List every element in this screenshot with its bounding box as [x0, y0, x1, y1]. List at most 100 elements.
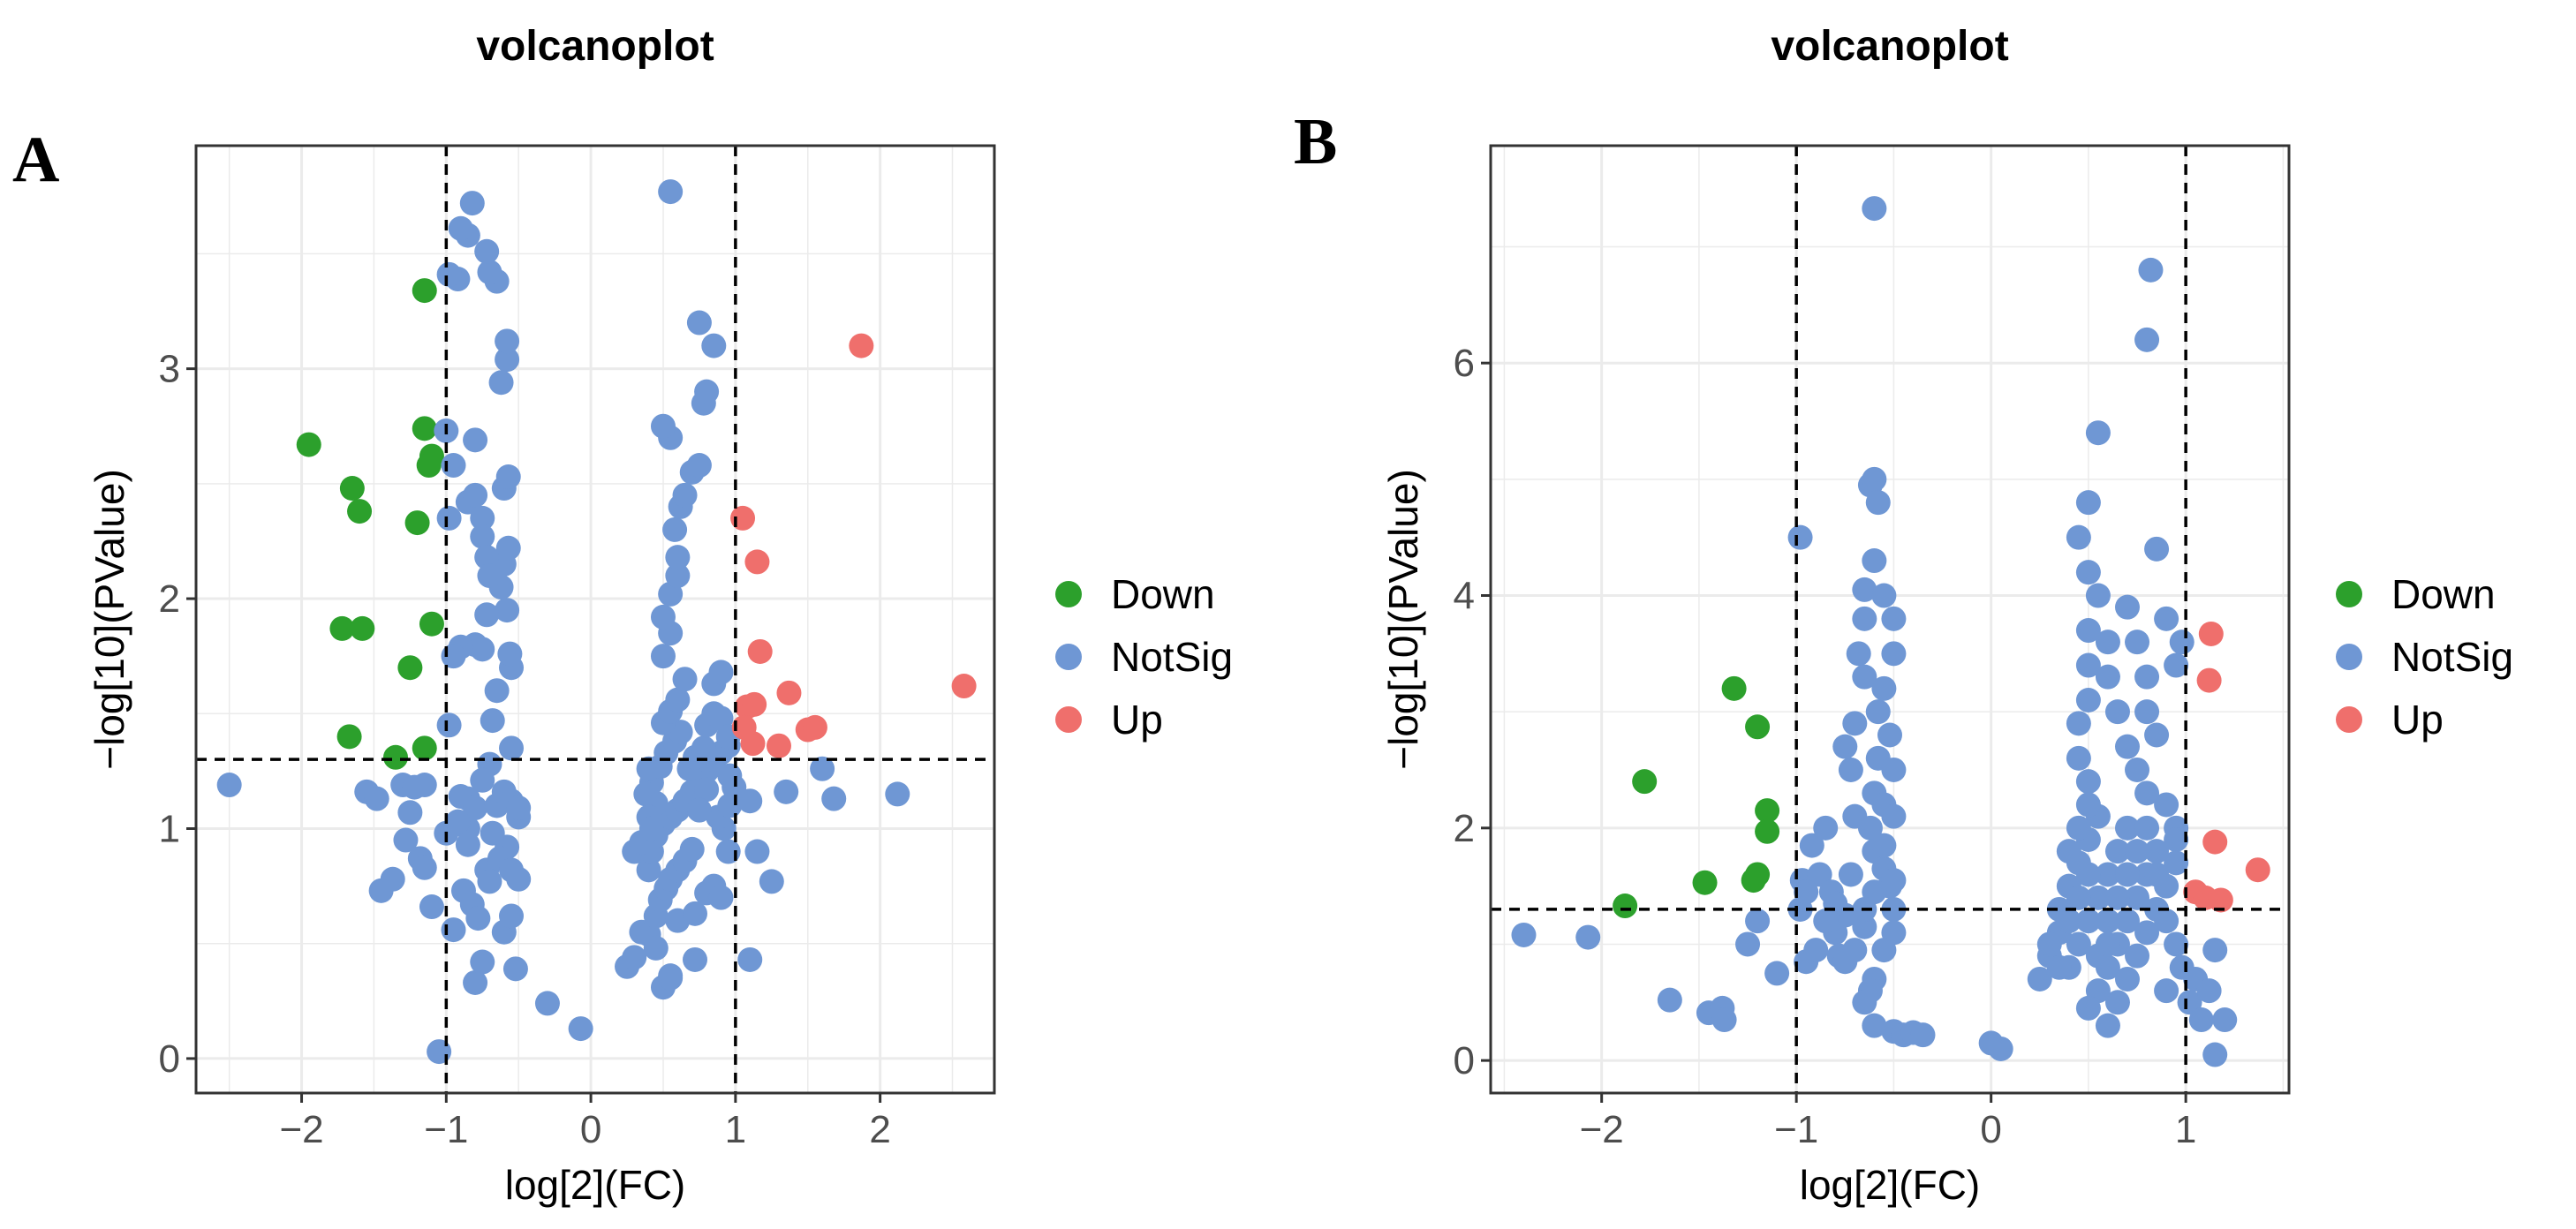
point-notsig [885, 781, 910, 807]
point-notsig [2134, 327, 2160, 352]
data-points [1511, 196, 2270, 1067]
point-up [802, 714, 827, 740]
y-tick-label: 2 [1454, 807, 1475, 850]
point-notsig [1871, 675, 1897, 701]
legend: Down NotSig Up [2336, 571, 2513, 743]
point-notsig [2114, 594, 2140, 620]
point-notsig [1842, 803, 1868, 829]
legend-key-up [2336, 706, 2362, 733]
point-notsig [1862, 466, 1887, 492]
point-notsig [1794, 879, 1819, 905]
point-notsig [1842, 711, 1868, 736]
point-notsig [2095, 909, 2120, 934]
point-notsig [474, 238, 500, 264]
point-notsig [2164, 850, 2189, 876]
point-down [1755, 818, 1780, 844]
point-notsig [2164, 826, 2189, 852]
point-notsig [1511, 922, 1537, 947]
point-notsig [2164, 652, 2189, 678]
point-notsig [1852, 990, 1877, 1015]
point-notsig [1799, 833, 1824, 858]
grid [196, 146, 994, 1093]
point-notsig [2104, 699, 2130, 725]
y-tick-label: 6 [1454, 342, 1475, 385]
x-tick-label: −2 [1580, 1108, 1624, 1151]
point-notsig [445, 809, 471, 834]
point-notsig [2134, 920, 2160, 946]
point-notsig [1813, 909, 1839, 934]
point-down [419, 611, 444, 637]
point-notsig [2066, 711, 2091, 736]
point-notsig [665, 545, 691, 570]
point-notsig [477, 260, 502, 285]
point-notsig [1862, 196, 1887, 222]
point-notsig [679, 836, 705, 862]
point-notsig [774, 779, 799, 804]
point-notsig [459, 191, 485, 216]
point-notsig [2144, 722, 2170, 748]
point-notsig [1871, 938, 1897, 963]
point-notsig [2095, 630, 2120, 655]
legend-key-notsig [2336, 644, 2362, 670]
point-notsig [2138, 257, 2164, 283]
point-notsig [441, 917, 466, 943]
point-notsig [650, 604, 676, 630]
legend-label-notsig: NotSig [2391, 634, 2513, 680]
point-notsig [2134, 780, 2160, 806]
data-points [216, 179, 977, 1065]
plot-border [1489, 144, 2291, 1095]
point-notsig [2134, 699, 2160, 725]
point-notsig [691, 735, 716, 761]
point-up [2196, 667, 2222, 693]
point-notsig [419, 894, 444, 920]
point-notsig [1877, 722, 1902, 748]
point-notsig [810, 756, 835, 781]
point-notsig [1838, 862, 1863, 887]
point-notsig [2202, 938, 2228, 963]
point-notsig [1871, 583, 1897, 608]
legend-label-up: Up [1111, 697, 1163, 743]
x-tick-label: 2 [869, 1108, 890, 1151]
legend-label-up: Up [2391, 697, 2444, 743]
point-notsig [2134, 815, 2160, 841]
point-down [416, 453, 442, 479]
point-notsig [499, 903, 525, 929]
x-tick-label: 0 [580, 1108, 601, 1151]
point-notsig [380, 866, 405, 892]
point-notsig [737, 788, 763, 814]
point-notsig [477, 869, 502, 894]
point-down [329, 615, 355, 641]
point-notsig [2144, 536, 2170, 562]
point-notsig [2095, 664, 2120, 690]
point-notsig [2075, 769, 2101, 795]
panel-letter: B [1294, 106, 1337, 178]
point-notsig [463, 427, 488, 453]
point-notsig [658, 179, 684, 205]
point-notsig [1735, 931, 1761, 957]
point-down [347, 499, 373, 524]
point-notsig [2114, 815, 2140, 841]
point-notsig [1881, 803, 1907, 829]
point-notsig [650, 413, 676, 439]
point-notsig [2066, 815, 2091, 841]
point-notsig [488, 370, 514, 396]
point-notsig [2114, 966, 2140, 991]
point-notsig [2085, 885, 2111, 910]
series-down [1613, 675, 1780, 919]
legend-label-notsig: NotSig [1111, 634, 1233, 680]
x-tick-label: −1 [424, 1108, 468, 1151]
point-down [412, 735, 437, 761]
point-notsig [694, 379, 720, 404]
point-notsig [2066, 745, 2091, 771]
point-notsig [2114, 862, 2140, 887]
point-notsig [463, 969, 488, 995]
x-tick-label: 0 [1980, 1108, 2001, 1151]
point-down [1613, 893, 1638, 919]
point-notsig [480, 708, 505, 734]
point-down [1721, 675, 1747, 701]
point-notsig [1862, 548, 1887, 574]
point-notsig [2154, 606, 2179, 631]
